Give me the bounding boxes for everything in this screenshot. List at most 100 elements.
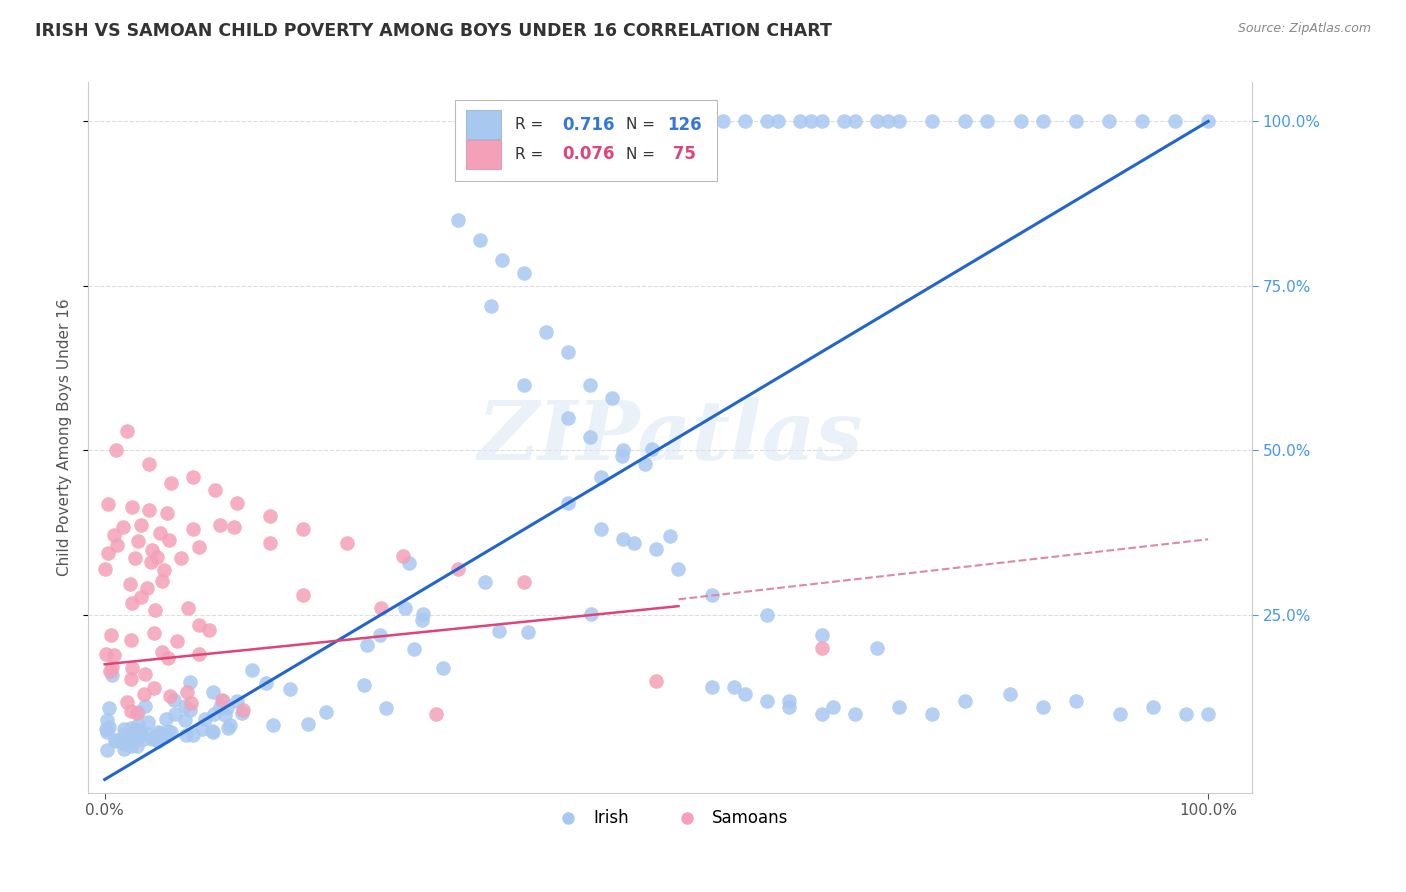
Point — [134, 698, 156, 713]
Point — [425, 706, 447, 721]
Point — [103, 528, 125, 542]
Point — [202, 707, 225, 722]
Text: IRISH VS SAMOAN CHILD POVERTY AMONG BOYS UNDER 16 CORRELATION CHART: IRISH VS SAMOAN CHILD POVERTY AMONG BOYS… — [35, 22, 832, 40]
Text: R =: R = — [516, 147, 548, 161]
Point — [120, 672, 142, 686]
Point — [368, 628, 391, 642]
Point — [97, 700, 120, 714]
Point — [226, 694, 249, 708]
Point — [700, 681, 723, 695]
Point — [181, 728, 204, 742]
Point — [1130, 114, 1153, 128]
Point — [146, 725, 169, 739]
Point — [120, 632, 142, 647]
Point — [217, 721, 239, 735]
Point — [412, 607, 434, 622]
Point — [356, 638, 378, 652]
Point — [142, 626, 165, 640]
Point — [811, 114, 834, 128]
Point — [391, 549, 413, 563]
Point — [104, 443, 127, 458]
Text: Source: ZipAtlas.com: Source: ZipAtlas.com — [1237, 22, 1371, 36]
Point — [104, 732, 127, 747]
Point — [877, 114, 900, 128]
Point — [121, 729, 143, 743]
Point — [353, 678, 375, 692]
Point — [100, 659, 122, 673]
Point — [201, 685, 224, 699]
Point — [143, 730, 166, 744]
Point — [153, 730, 176, 744]
Point — [132, 687, 155, 701]
Point — [557, 344, 579, 359]
Point — [1032, 700, 1054, 714]
Point — [474, 574, 496, 589]
Point — [447, 562, 470, 576]
Point — [157, 533, 180, 548]
Point — [127, 730, 149, 744]
Point — [181, 469, 204, 483]
Point — [921, 114, 943, 128]
Point — [778, 700, 800, 714]
Point — [127, 706, 149, 720]
Point — [479, 299, 502, 313]
Point — [610, 450, 633, 464]
Point — [125, 706, 148, 720]
Point — [998, 687, 1021, 701]
Point — [121, 596, 143, 610]
Point — [1164, 114, 1187, 128]
Point — [204, 483, 226, 497]
Point — [120, 736, 142, 750]
Point — [127, 718, 149, 732]
Text: 126: 126 — [666, 116, 702, 134]
Point — [179, 703, 201, 717]
Y-axis label: Child Poverty Among Boys Under 16: Child Poverty Among Boys Under 16 — [58, 299, 72, 576]
Point — [579, 607, 602, 621]
Point — [778, 693, 800, 707]
Point — [97, 497, 120, 511]
Point — [112, 722, 135, 736]
Point — [955, 693, 977, 707]
Point — [141, 732, 163, 747]
Point — [1064, 693, 1087, 707]
Point — [231, 706, 253, 720]
Point — [623, 535, 645, 549]
Point — [181, 523, 204, 537]
Point — [1098, 114, 1121, 128]
Point — [143, 603, 166, 617]
Point — [112, 742, 135, 756]
Point — [755, 114, 778, 128]
Point — [173, 713, 195, 727]
Point — [491, 252, 513, 267]
Point — [176, 685, 198, 699]
Point — [1175, 706, 1198, 721]
Point — [844, 706, 866, 721]
Point — [232, 703, 254, 717]
Point — [209, 700, 232, 714]
Point — [374, 700, 396, 714]
Point — [1064, 114, 1087, 128]
Point — [121, 661, 143, 675]
Point — [112, 520, 135, 534]
Point — [128, 723, 150, 738]
Point — [1142, 700, 1164, 714]
Point — [136, 715, 159, 730]
Point — [394, 601, 416, 615]
Point — [1032, 114, 1054, 128]
Point — [711, 114, 734, 128]
Point — [96, 743, 118, 757]
Point — [217, 701, 239, 715]
Point — [180, 696, 202, 710]
Point — [612, 443, 634, 458]
Point — [179, 674, 201, 689]
Point — [136, 581, 159, 595]
Point — [254, 675, 277, 690]
Point — [218, 718, 240, 732]
Point — [100, 628, 122, 642]
Point — [201, 724, 224, 739]
Point — [734, 114, 756, 128]
Point — [579, 377, 602, 392]
Point — [127, 724, 149, 739]
Point — [177, 600, 200, 615]
Point — [155, 506, 177, 520]
